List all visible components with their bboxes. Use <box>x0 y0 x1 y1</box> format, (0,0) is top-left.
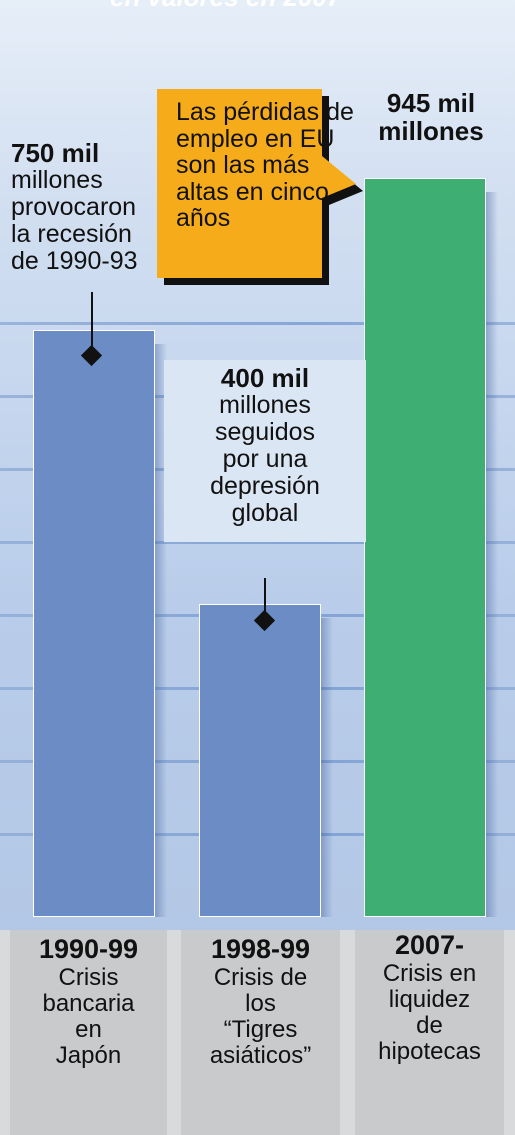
callout-text: Las pérdidas de empleo en EU son las más… <box>176 98 354 232</box>
bar1-leader <box>91 292 93 354</box>
bar2-value-label: 400 mil <box>220 363 310 393</box>
category-1990-99: 1990-99 Crisis bancaria en Japón <box>10 930 167 1135</box>
category-description: Crisis de los “Tigres asiáticos” <box>209 964 312 1069</box>
bar1-value-label: 750 mil <box>11 138 100 168</box>
gridline <box>0 322 515 325</box>
bar2-leader <box>264 578 266 618</box>
category-2007: 2007- Crisis en liquidez de hipotecas <box>355 930 504 1135</box>
bar2-annotation: 400 mil millones seguidos por una depres… <box>164 360 366 542</box>
bar-shadow <box>321 618 333 917</box>
category-period: 1998-99 <box>210 934 311 964</box>
bar2-note: millones seguidos por una depresión glob… <box>210 391 320 528</box>
callout-bubble-fill <box>157 89 356 278</box>
bar3-annotation: 945 mil millones <box>354 89 508 145</box>
category-period: 1990-99 <box>38 934 139 964</box>
bar1-annotation: 750 mil millones provocaron la recesión … <box>11 139 161 275</box>
bar-1998-99 <box>199 604 321 917</box>
bar-2007- <box>364 178 486 917</box>
category-period: 2007- <box>394 930 465 960</box>
gridline <box>0 541 515 544</box>
bar3-value-label: 945 mil millones <box>378 88 484 147</box>
chart-title: en valores en 2007 <box>110 0 341 13</box>
bar-shadow <box>486 192 498 917</box>
callout-bubble <box>157 89 363 285</box>
plot-area: en valores en 2007 750 mil millones prov… <box>0 0 515 930</box>
category-1998-99: 1998-99 Crisis de los “Tigres asiáticos” <box>181 930 340 1135</box>
category-description: Crisis bancaria en Japón <box>42 964 135 1069</box>
bar1-note: millones provocaron la recesión de 1990-… <box>11 166 138 276</box>
category-description: Crisis en liquidez de hipotecas <box>378 960 481 1065</box>
bar-1990-99 <box>33 330 155 917</box>
